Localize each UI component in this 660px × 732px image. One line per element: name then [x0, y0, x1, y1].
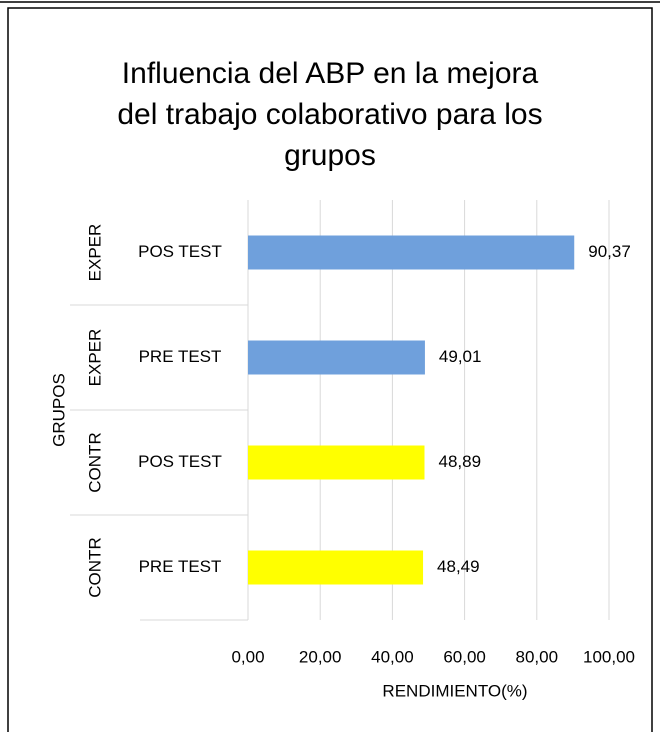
chart-title: del trabajo colaborativo para los — [117, 98, 542, 131]
x-tick-label: 40,00 — [371, 647, 414, 666]
x-tick-label: 80,00 — [516, 647, 559, 666]
x-tick-label: 0,00 — [231, 647, 264, 666]
category-label: POS TEST — [138, 242, 222, 261]
x-tick-label: 100,00 — [583, 647, 635, 666]
bar — [248, 550, 424, 585]
frame — [7, 7, 653, 732]
group-label: EXPER — [85, 329, 104, 387]
data-label: 48,49 — [437, 557, 480, 576]
x-tick-label: 60,00 — [443, 647, 486, 666]
bar — [248, 340, 425, 375]
chart-title: grupos — [284, 139, 376, 172]
x-axis-title: RENDIMIENTO(%) — [382, 681, 527, 700]
bar — [248, 445, 425, 480]
bar — [248, 235, 575, 270]
chart-title: Influencia del ABP en la mejora — [122, 57, 539, 90]
data-label: 48,89 — [438, 452, 481, 471]
category-label: POS TEST — [138, 452, 222, 471]
data-label: 49,01 — [439, 347, 482, 366]
data-label: 90,37 — [588, 242, 631, 261]
y-axis-title: GRUPOS — [49, 373, 68, 447]
category-label: PRE TEST — [139, 557, 222, 576]
x-tick-label: 20,00 — [299, 647, 342, 666]
group-label: CONTR — [85, 432, 104, 492]
group-label: EXPER — [85, 224, 104, 282]
group-label: CONTR — [85, 537, 104, 597]
category-label: PRE TEST — [139, 347, 222, 366]
